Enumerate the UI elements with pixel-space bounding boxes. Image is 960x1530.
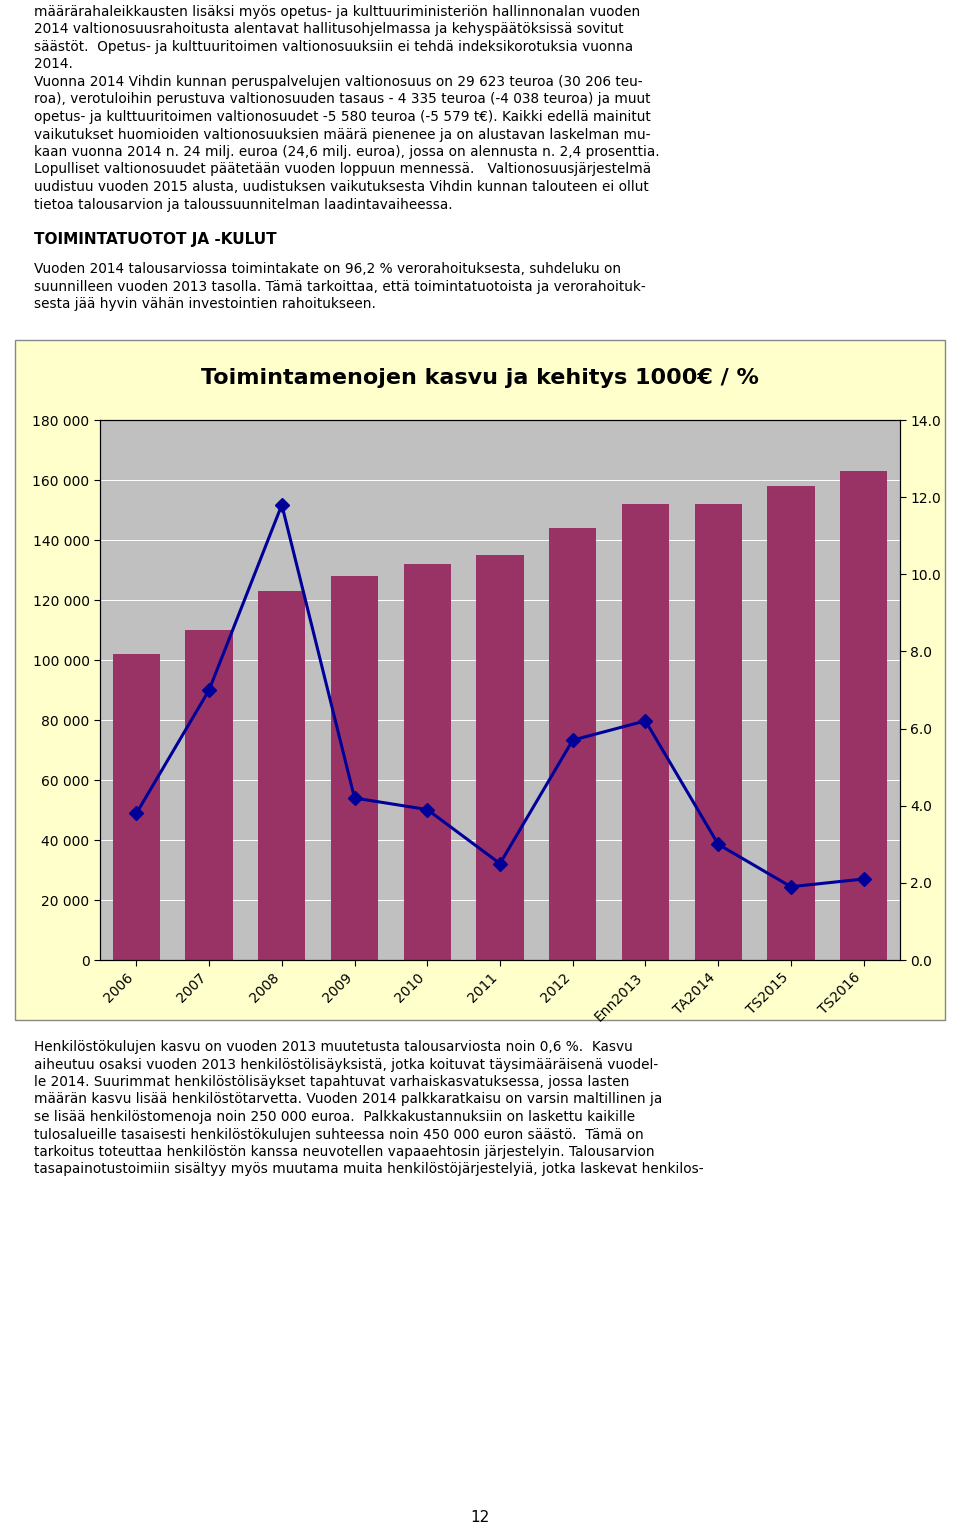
Bar bbox=[476, 555, 523, 959]
Bar bbox=[840, 471, 887, 959]
Text: Vuoden 2014 talousarviossa toimintakate on 96,2 % verorahoituksesta, suhdeluku o: Vuoden 2014 talousarviossa toimintakate … bbox=[34, 262, 621, 275]
Text: 2014.: 2014. bbox=[34, 58, 72, 72]
Bar bbox=[112, 653, 160, 959]
Text: Lopulliset valtionosuudet päätetään vuoden loppuun mennessä.   Valtionosuusjärje: Lopulliset valtionosuudet päätetään vuod… bbox=[34, 162, 651, 176]
Bar bbox=[767, 487, 814, 959]
Text: roa), verotuloihin perustuva valtionosuuden tasaus - 4 335 teuroa (-4 038 teuroa: roa), verotuloihin perustuva valtionosuu… bbox=[34, 92, 650, 107]
Text: tasapainotustoimiin sisältyy myös muutama muita henkilöstöjärjestelyiä, jotka la: tasapainotustoimiin sisältyy myös muutam… bbox=[34, 1163, 704, 1177]
Text: vaikutukset huomioiden valtionosuuksien määrä pienenee ja on alustavan laskelman: vaikutukset huomioiden valtionosuuksien … bbox=[34, 127, 650, 141]
Bar bbox=[258, 591, 305, 959]
Text: määrärahaleikkausten lisäksi myös opetus- ja kulttuuriministeriön hallinnonalan : määrärahaleikkausten lisäksi myös opetus… bbox=[34, 5, 640, 18]
Text: 12: 12 bbox=[470, 1510, 490, 1525]
Text: se lisää henkilöstomenoja noin 250 000 euroa.  Palkkakustannuksiin on laskettu k: se lisää henkilöstomenoja noin 250 000 e… bbox=[34, 1109, 635, 1125]
Text: säästöt.  Opetus- ja kulttuuritoimen valtionosuuksiin ei tehdä indeksikorotuksia: säästöt. Opetus- ja kulttuuritoimen valt… bbox=[34, 40, 633, 54]
Text: TOIMINTATUOTOT JA -KULUT: TOIMINTATUOTOT JA -KULUT bbox=[34, 233, 276, 246]
Bar bbox=[694, 503, 742, 959]
Text: opetus- ja kulttuuritoimen valtionosuudet -5 580 teuroa (-5 579 t€). Kaikki edel: opetus- ja kulttuuritoimen valtionosuude… bbox=[34, 110, 650, 124]
Text: tulosalueille tasaisesti henkilöstökulujen suhteessa noin 450 000 euron säästö. : tulosalueille tasaisesti henkilöstökuluj… bbox=[34, 1128, 643, 1141]
Bar bbox=[185, 630, 232, 959]
Text: uudistuu vuoden 2015 alusta, uudistuksen vaikutuksesta Vihdin kunnan talouteen e: uudistuu vuoden 2015 alusta, uudistuksen… bbox=[34, 181, 648, 194]
Bar bbox=[622, 503, 669, 959]
Text: Toimintamenojen kasvu ja kehitys 1000€ / %: Toimintamenojen kasvu ja kehitys 1000€ /… bbox=[201, 369, 759, 389]
Text: Vuonna 2014 Vihdin kunnan peruspalvelujen valtionosuus on 29 623 teuroa (30 206 : Vuonna 2014 Vihdin kunnan peruspalveluje… bbox=[34, 75, 642, 89]
Text: kaan vuonna 2014 n. 24 milj. euroa (24,6 milj. euroa), jossa on alennusta n. 2,4: kaan vuonna 2014 n. 24 milj. euroa (24,6… bbox=[34, 145, 660, 159]
Bar bbox=[549, 528, 596, 959]
Text: Henkilöstökulujen kasvu on vuoden 2013 muutetusta talousarviosta noin 0,6 %.  Ka: Henkilöstökulujen kasvu on vuoden 2013 m… bbox=[34, 1040, 633, 1054]
Text: 2014 valtionosuusrahoitusta alentavat hallitusohjelmassa ja kehyspäätöksissä sov: 2014 valtionosuusrahoitusta alentavat ha… bbox=[34, 23, 623, 37]
Text: määrän kasvu lisää henkilöstötarvetta. Vuoden 2014 palkkaratkaisu on varsin malt: määrän kasvu lisää henkilöstötarvetta. V… bbox=[34, 1092, 661, 1106]
Text: suunnilleen vuoden 2013 tasolla. Tämä tarkoittaa, että toimintatuotoista ja vero: suunnilleen vuoden 2013 tasolla. Tämä ta… bbox=[34, 280, 645, 294]
Text: aiheutuu osaksi vuoden 2013 henkilöstölisäyksistä, jotka koituvat täysimääräisen: aiheutuu osaksi vuoden 2013 henkilöstöli… bbox=[34, 1057, 658, 1071]
Text: tietoa talousarvion ja taloussuunnitelman laadintavaiheessa.: tietoa talousarvion ja taloussuunnitelma… bbox=[34, 197, 452, 211]
Bar bbox=[331, 575, 378, 959]
Bar bbox=[403, 565, 451, 959]
Text: sesta jää hyvin vähän investointien rahoitukseen.: sesta jää hyvin vähän investointien raho… bbox=[34, 297, 375, 311]
Text: tarkoitus toteuttaa henkilöstön kanssa neuvotellen vapaaehtosin järjestelyin. Ta: tarkoitus toteuttaa henkilöstön kanssa n… bbox=[34, 1144, 654, 1160]
Text: le 2014. Suurimmat henkilöstölisäykset tapahtuvat varhaiskasvatuksessa, jossa la: le 2014. Suurimmat henkilöstölisäykset t… bbox=[34, 1076, 629, 1089]
